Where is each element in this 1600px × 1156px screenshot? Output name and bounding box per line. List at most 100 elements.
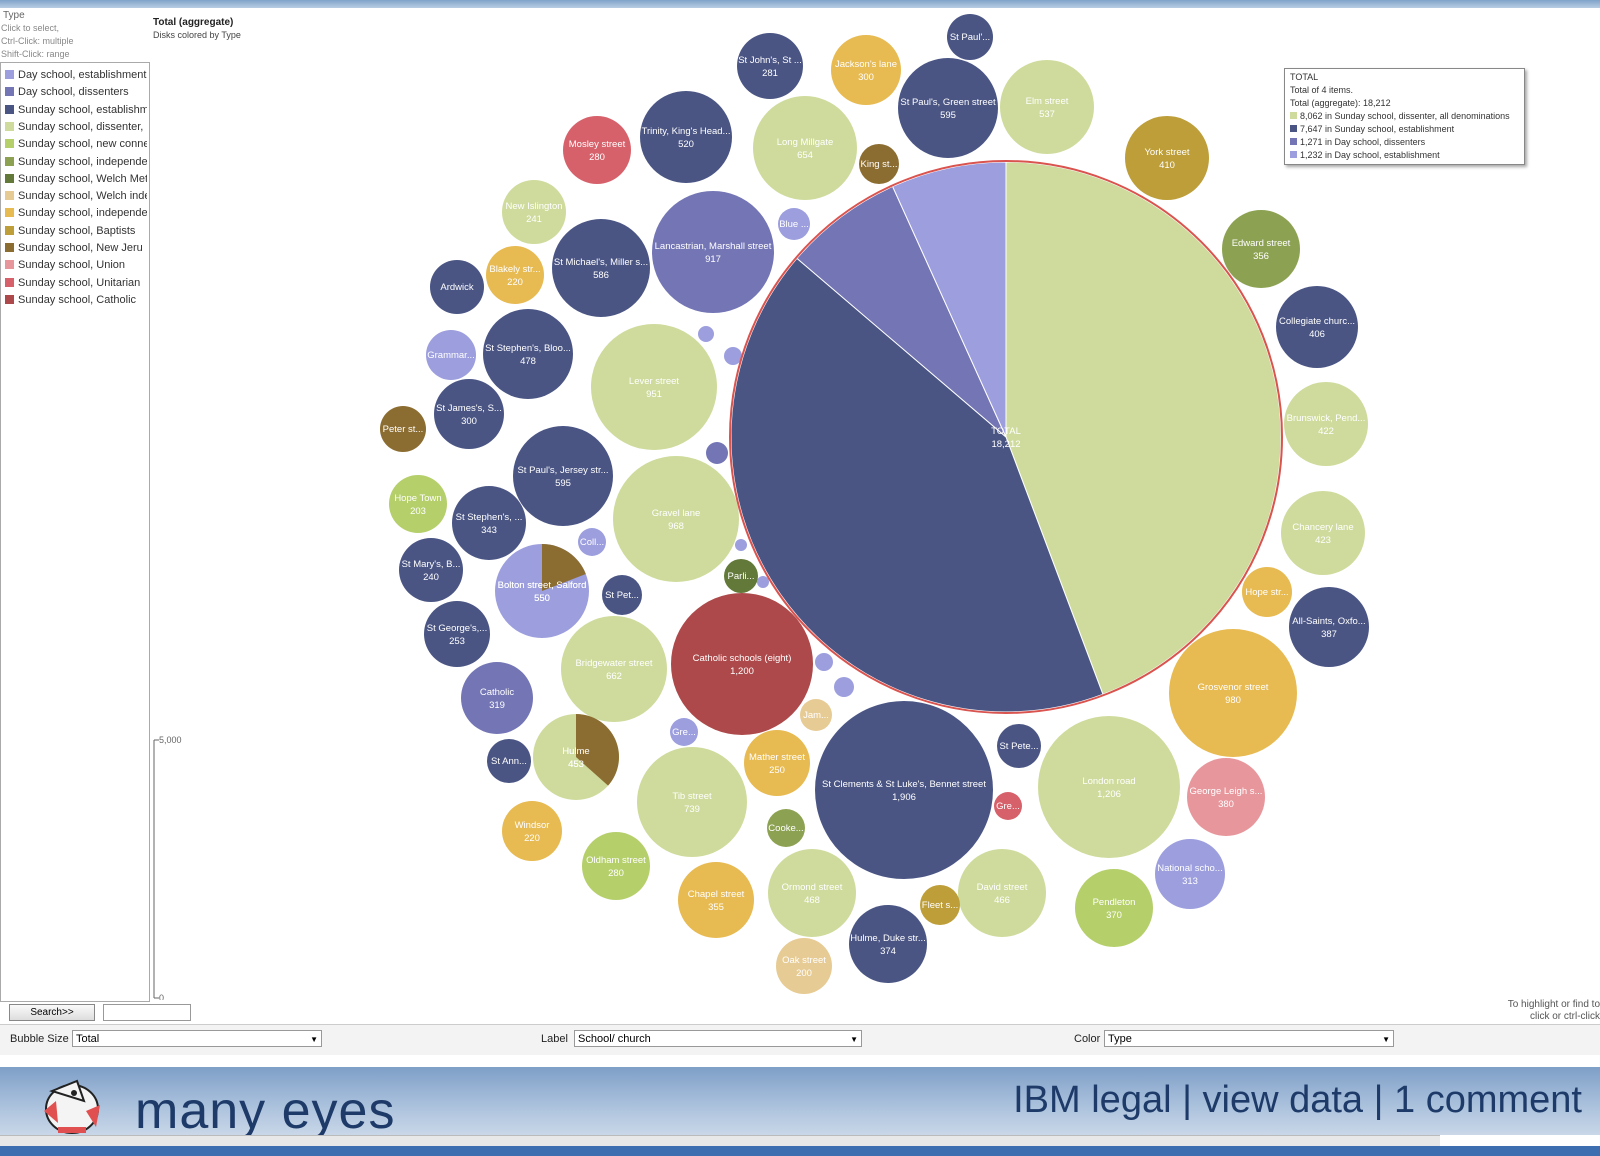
bubble-disk[interactable] <box>640 91 732 183</box>
bubble[interactable]: Ardwick <box>430 260 484 314</box>
bubble[interactable]: Pendleton 370 <box>1075 869 1153 947</box>
bubble-disk[interactable] <box>753 96 857 200</box>
bubble-disk[interactable] <box>483 309 573 399</box>
bubble-disk[interactable] <box>552 219 650 317</box>
bubble-disk[interactable] <box>1284 382 1368 466</box>
total-pie-slice[interactable] <box>1005 161 1282 695</box>
bubble-disk[interactable] <box>859 144 899 184</box>
bubble-disk[interactable] <box>1169 629 1297 757</box>
bubble-disk[interactable] <box>706 442 728 464</box>
bubble[interactable]: Oak street 200 <box>776 938 832 994</box>
bubble-disk[interactable] <box>849 905 927 983</box>
legend-item[interactable]: Sunday school, Union <box>5 259 147 271</box>
bubble-disk[interactable] <box>591 324 717 450</box>
legend-item[interactable]: Sunday school, Unitarian <box>5 277 147 289</box>
bubble[interactable]: Mosley street 280 <box>563 116 631 184</box>
bubble-disk[interactable] <box>778 208 810 240</box>
legend-item[interactable]: Sunday school, independe <box>5 207 147 219</box>
bubble[interactable]: Fleet s... <box>920 885 960 925</box>
bubble-disk[interactable] <box>602 575 642 615</box>
bubble-disk[interactable] <box>424 601 490 667</box>
bubble[interactable]: Ormond street 468 <box>768 849 856 937</box>
legend-item[interactable]: Sunday school, Catholic <box>5 294 147 306</box>
bubble-disk[interactable] <box>563 116 631 184</box>
bubble[interactable]: Bridgewater street 662 <box>561 616 667 722</box>
bubble-disk[interactable] <box>724 559 758 593</box>
bubble-disk[interactable] <box>776 938 832 994</box>
bubble-disk[interactable] <box>487 739 531 783</box>
bubble-disk[interactable] <box>1000 60 1094 154</box>
horizontal-scrollbar[interactable] <box>0 1135 1440 1147</box>
bubble[interactable]: Blakely str... 220 <box>486 246 544 304</box>
bubble-disk[interactable] <box>670 718 698 746</box>
total-pie-slice[interactable] <box>891 161 1007 438</box>
bubble[interactable]: London road 1,206 <box>1038 716 1180 858</box>
bubble[interactable]: St Paul's, Green street 595 <box>898 58 998 158</box>
bubble-disk[interactable] <box>452 486 526 560</box>
bubble-disk[interactable] <box>389 475 447 533</box>
bubble[interactable]: Collegiate churc... 406 <box>1276 286 1358 368</box>
bubble[interactable]: Mather street 250 <box>744 730 810 796</box>
bubble-disk[interactable] <box>834 677 854 697</box>
bubble[interactable]: Jam... <box>800 699 832 731</box>
legend-item[interactable]: Sunday school, new conne <box>5 138 147 150</box>
bubble-disk[interactable] <box>578 528 606 556</box>
bubble-disk[interactable] <box>1187 758 1265 836</box>
bubble-disk[interactable] <box>434 379 504 449</box>
bubble[interactable]: Chapel street 355 <box>678 862 754 938</box>
bubble[interactable]: St James's, S... 300 <box>434 379 504 449</box>
bubble[interactable]: David street 466 <box>958 849 1046 937</box>
legend-item[interactable]: Sunday school, Welch inde <box>5 190 147 202</box>
bubble[interactable]: Gre... <box>670 718 698 746</box>
bubble-disk[interactable] <box>768 849 856 937</box>
bubble[interactable]: St John's, St ... 281 <box>737 33 803 99</box>
bubble-disk[interactable] <box>997 724 1041 768</box>
bubble[interactable]: St Paul's, Jersey str... 595 <box>513 426 613 526</box>
bubble-disk[interactable] <box>637 747 747 857</box>
bubble[interactable]: St Mary's, B... 240 <box>399 538 463 602</box>
bubble[interactable]: Blue ... <box>778 208 810 240</box>
label-select[interactable]: School/ church ▼ <box>574 1030 862 1047</box>
bubble[interactable]: Jackson's lane 300 <box>831 35 901 105</box>
bubble[interactable]: Gravel lane 968 <box>613 456 739 582</box>
bubble[interactable]: St George's,... 253 <box>424 601 490 667</box>
bubble-disk[interactable] <box>561 616 667 722</box>
bubble-disk[interactable] <box>1276 286 1358 368</box>
bubble-size-select[interactable]: Total ▼ <box>72 1030 322 1047</box>
bubble-disk[interactable] <box>678 862 754 938</box>
total-pie-slice[interactable] <box>796 185 1007 438</box>
bubble[interactable]: St Ann... <box>487 739 531 783</box>
bubble[interactable]: Chancery lane 423 <box>1281 491 1365 575</box>
bubble-disk[interactable] <box>461 662 533 734</box>
bubble-disk[interactable] <box>994 792 1022 820</box>
bubble[interactable]: All-Saints, Oxfo... 387 <box>1289 587 1369 667</box>
bubble-disk[interactable] <box>1075 869 1153 947</box>
bubble-disk[interactable] <box>652 191 774 313</box>
bubble[interactable]: National scho... 313 <box>1155 839 1225 909</box>
bubble[interactable]: St Pete... <box>997 724 1041 768</box>
bubble-disk[interactable] <box>430 260 484 314</box>
bubble-disk[interactable] <box>757 576 769 588</box>
bubble-disk[interactable] <box>920 885 960 925</box>
bubble[interactable]: Hope Town 203 <box>389 475 447 533</box>
bubble-disk[interactable] <box>831 35 901 105</box>
bubble[interactable]: Elm street 537 <box>1000 60 1094 154</box>
bubble[interactable]: St Stephen's, Bloo... 478 <box>483 309 573 399</box>
bubble-disk[interactable] <box>486 246 544 304</box>
bubble[interactable]: Hulme, Duke str... 374 <box>849 905 927 983</box>
bubble[interactable]: George Leigh s... 380 <box>1187 758 1265 836</box>
bubble[interactable]: Parli... <box>724 559 758 593</box>
bubble[interactable]: New Islington 241 <box>502 180 566 244</box>
bubble-disk[interactable] <box>724 347 742 365</box>
bubble-disk[interactable] <box>800 699 832 731</box>
bubble[interactable]: Grammar... <box>426 330 476 380</box>
legend-item[interactable]: Day school, dissenters <box>5 86 147 98</box>
legend-item[interactable]: Sunday school, Welch Met <box>5 173 147 185</box>
bubble-disk[interactable] <box>399 538 463 602</box>
bubble[interactable]: Tib street 739 <box>637 747 747 857</box>
bubble[interactable]: Coll... <box>578 528 606 556</box>
color-select[interactable]: Type ▼ <box>1104 1030 1394 1047</box>
bubble[interactable]: St Pet... <box>602 575 642 615</box>
legend-item[interactable]: Sunday school, establishm <box>5 104 147 116</box>
bubble[interactable]: Windsor 220 <box>502 801 562 861</box>
